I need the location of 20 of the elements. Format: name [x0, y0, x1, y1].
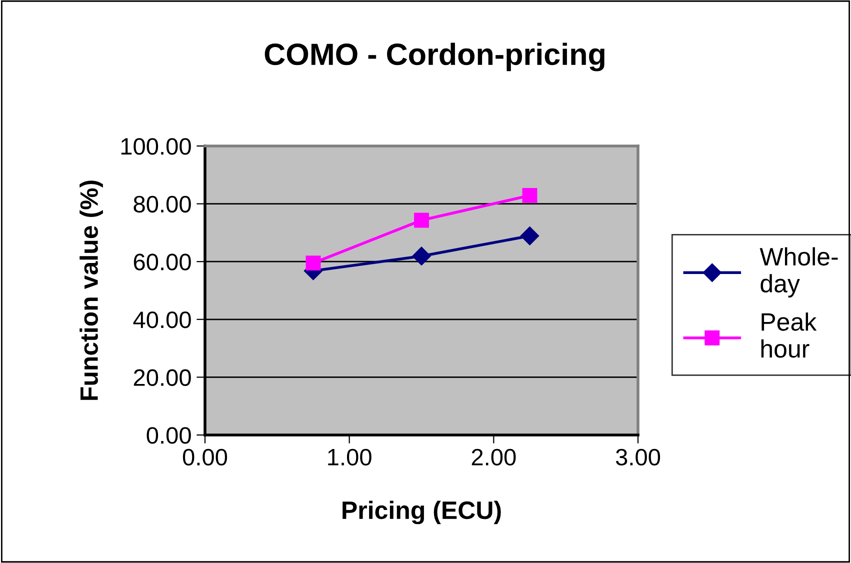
point	[412, 246, 431, 266]
x-tick-label: 3.00	[616, 448, 660, 466]
x-tick-label: 2.00	[472, 448, 516, 466]
y-tick-label: 80.00	[134, 196, 191, 213]
x-tick-label: 0.00	[182, 448, 228, 466]
y-axis-title: Function value (%)	[80, 180, 103, 400]
y-tick-label: 0.00	[146, 427, 191, 444]
y-tick-label: 100.00	[121, 138, 191, 155]
point	[414, 212, 429, 228]
y-tick-label: 60.00	[134, 254, 191, 270]
x-tick-label: 1.00	[328, 448, 372, 466]
point	[522, 188, 538, 203]
y-tick-label: 40.00	[133, 311, 191, 328]
legend-label: Whole- day	[760, 247, 838, 298]
point	[306, 256, 321, 271]
x-axis-title: Pricing (ECU)	[342, 500, 501, 524]
chart-title: COMO - Cordon-pricing	[264, 42, 604, 72]
legend-label: Peak hour	[761, 312, 817, 358]
y-tick-label: 20.00	[134, 369, 191, 386]
point	[520, 226, 540, 246]
